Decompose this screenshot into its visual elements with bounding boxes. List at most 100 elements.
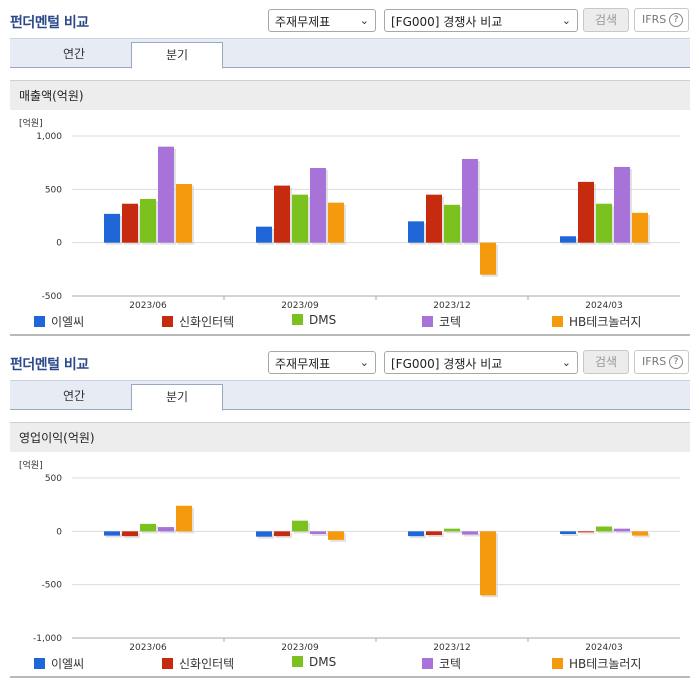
legend-label: 신화인터텍	[179, 315, 235, 329]
legend-item[interactable]: 신화인터텍	[162, 313, 234, 330]
peer-group-value: [FG000] 경쟁사 비교	[391, 357, 503, 371]
help-icon: ?	[669, 13, 683, 27]
bar-shadow	[616, 530, 632, 534]
x-tick-label: 2024/03	[585, 643, 622, 650]
bar	[426, 194, 442, 243]
y-tick-label: 0	[56, 527, 62, 537]
legend-swatch	[552, 658, 563, 669]
x-tick-label: 2024/03	[585, 301, 622, 308]
peer-group-value: [FG000] 경쟁사 비교	[391, 15, 503, 29]
x-tick-label: 2023/09	[281, 643, 319, 650]
legend-label: HB테크놀러지	[569, 315, 642, 329]
legend-label: HB테크놀러지	[569, 657, 642, 671]
bar	[614, 528, 630, 532]
legend-label: 신화인터텍	[179, 657, 235, 671]
ifrs-label: IFRS	[642, 13, 667, 26]
legend-item[interactable]: 코텍	[422, 655, 461, 672]
y-tick-label: -500	[42, 292, 63, 302]
bar	[480, 242, 496, 275]
legend-item[interactable]: HB테크놀러지	[552, 655, 641, 672]
chevron-down-icon: ⌄	[561, 356, 571, 369]
y-unit-label: [억원]	[19, 459, 43, 471]
panel-header: 펀더멘털 비교 주재무제표 ⌄ [FG000] 경쟁사 비교 ⌄ 검색 IFRS…	[0, 0, 696, 40]
bar	[408, 531, 424, 537]
fundamental-compare-panel-sales: 펀더멘털 비교 주재무제표 ⌄ [FG000] 경쟁사 비교 ⌄ 검색 IFRS…	[0, 0, 696, 336]
legend-item[interactable]: DMS	[292, 313, 336, 327]
bar	[596, 203, 612, 243]
bar	[560, 531, 576, 534]
chart-legend: 이엘씨 신화인터텍 DMS 코텍 HB테크놀러지	[0, 310, 696, 332]
tab-annual[interactable]: 연간	[62, 389, 86, 403]
statement-type-select[interactable]: 주재무제표 ⌄	[268, 351, 376, 374]
bar	[462, 531, 478, 535]
x-tick-label: 2023/06	[129, 643, 167, 650]
ifrs-label: IFRS	[642, 355, 667, 368]
legend-label: 코텍	[439, 315, 462, 329]
bar-shadow	[428, 533, 444, 538]
x-tick-label: 2023/12	[433, 301, 470, 308]
tab-quarterly[interactable]: 분기	[131, 384, 223, 411]
panel-divider	[10, 676, 690, 678]
bar	[328, 202, 344, 243]
chevron-down-icon: ⌄	[561, 14, 571, 27]
bar	[140, 198, 156, 243]
y-tick-label: 500	[45, 474, 62, 484]
bar	[256, 531, 272, 537]
bar	[578, 181, 594, 243]
bar	[578, 531, 594, 533]
bar	[560, 236, 576, 243]
bar	[310, 168, 326, 243]
legend-item[interactable]: 이엘씨	[34, 313, 84, 330]
bar	[122, 203, 138, 243]
chart-subtitle: 매출액(억원)	[10, 80, 690, 110]
bar	[158, 527, 174, 532]
y-unit-label: [억원]	[19, 117, 43, 129]
statement-type-value: 주재무제표	[275, 15, 331, 29]
period-tabs: 연간 분기	[10, 380, 690, 411]
legend-item[interactable]: DMS	[292, 655, 336, 669]
chevron-down-icon: ⌄	[359, 14, 369, 27]
legend-item[interactable]: HB테크놀러지	[552, 313, 641, 330]
legend-swatch	[34, 316, 45, 327]
ifrs-help-button[interactable]: IFRS ?	[634, 8, 689, 32]
bar	[274, 531, 290, 537]
panel-header: 펀더멘털 비교 주재무제표 ⌄ [FG000] 경쟁사 비교 ⌄ 검색 IFRS…	[0, 342, 696, 382]
peer-group-select[interactable]: [FG000] 경쟁사 비교 ⌄	[384, 9, 578, 32]
search-button[interactable]: 검색	[583, 350, 629, 374]
legend-swatch	[162, 316, 173, 327]
bar	[462, 158, 478, 243]
bar-shadow	[312, 533, 328, 536]
chart-legend: 이엘씨 신화인터텍 DMS 코텍 HB테크놀러지	[0, 652, 696, 674]
bar-shadow	[580, 533, 596, 535]
statement-type-select[interactable]: 주재무제표 ⌄	[268, 9, 376, 32]
tab-quarterly[interactable]: 분기	[131, 42, 223, 69]
ifrs-help-button[interactable]: IFRS ?	[634, 350, 689, 374]
legend-swatch	[422, 316, 433, 327]
operating-profit-bar-chart: [억원] -1,000 -500 0 500 2023/06 2023/09 2023/12 2…	[19, 459, 680, 650]
legend-item[interactable]: 이엘씨	[34, 655, 84, 672]
peer-group-select[interactable]: [FG000] 경쟁사 비교 ⌄	[384, 351, 578, 374]
bar	[176, 184, 192, 243]
fundamental-compare-panel-operating-profit: 펀더멘털 비교 주재무제표 ⌄ [FG000] 경쟁사 비교 ⌄ 검색 IFRS…	[0, 342, 696, 684]
x-tick-label: 2023/06	[129, 301, 167, 308]
bar	[158, 146, 174, 243]
x-tick-label: 2023/09	[281, 301, 319, 308]
legend-swatch	[162, 658, 173, 669]
bar	[274, 185, 290, 243]
legend-item[interactable]: 코텍	[422, 313, 461, 330]
legend-item[interactable]: 신화인터텍	[162, 655, 234, 672]
period-tabs: 연간 분기	[10, 38, 690, 69]
legend-label: 이엘씨	[51, 657, 85, 671]
bar	[444, 528, 460, 532]
y-tick-label: 1,000	[36, 132, 62, 142]
y-tick-label: -1,000	[33, 634, 62, 644]
panel-title: 펀더멘털 비교	[10, 357, 89, 373]
legend-swatch	[422, 658, 433, 669]
search-button[interactable]: 검색	[583, 8, 629, 32]
tab-annual[interactable]: 연간	[62, 47, 86, 61]
chevron-down-icon: ⌄	[359, 356, 369, 369]
bar	[444, 204, 460, 243]
bar	[596, 526, 612, 532]
bar	[292, 194, 308, 243]
sales-bar-chart: [억원] -500 0 500 1,000 2023/06 2023/09 2023/12 20…	[19, 117, 680, 308]
